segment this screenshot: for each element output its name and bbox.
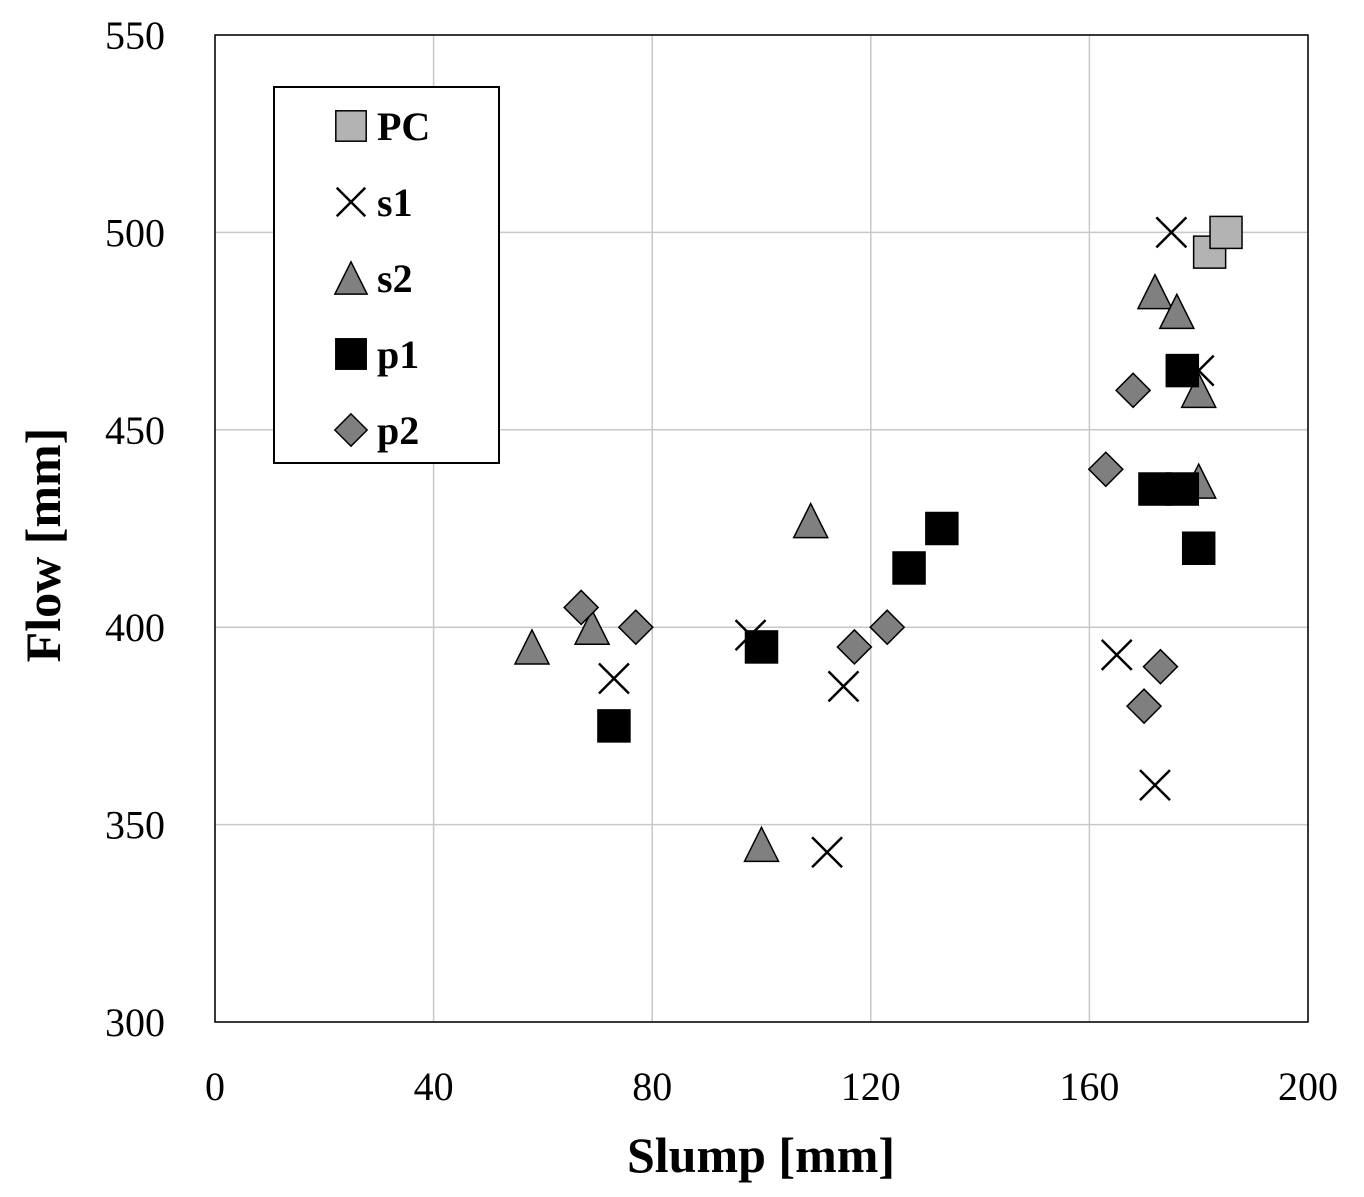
y-tick-label-450: 450 <box>105 408 165 453</box>
point-p1-7 <box>1181 531 1216 565</box>
point-s2-2 <box>743 825 780 863</box>
legend-marker-p2 <box>333 412 369 448</box>
legend-box <box>273 86 500 464</box>
point-s1-3 <box>827 670 860 703</box>
x-tick-label-200: 200 <box>1278 1064 1338 1109</box>
legend-items: PC s1 s2 p1 p2 <box>333 104 430 453</box>
point-s2-0 <box>513 628 551 665</box>
data-points <box>513 215 1243 869</box>
y-tick-label-300: 300 <box>105 1000 165 1045</box>
point-s2-5 <box>1158 292 1196 330</box>
point-PC-1 <box>1209 215 1243 250</box>
x-tick-label-40: 40 <box>414 1064 454 1109</box>
point-s2-6 <box>1180 371 1217 409</box>
point-p1-2 <box>892 551 926 585</box>
point-p1-5 <box>1165 472 1200 506</box>
point-p2-0 <box>563 589 600 626</box>
plot-frame <box>214 34 1309 1023</box>
point-p2-2 <box>836 628 873 666</box>
legend: PC s1 s2 p1 p2 <box>273 86 500 464</box>
legend-label-p1: p1 <box>377 332 419 377</box>
x-tick-label-160: 160 <box>1059 1064 1119 1109</box>
legend-marker-s2 <box>333 260 369 295</box>
legend-marker-PC <box>335 110 367 142</box>
point-p2-1 <box>617 609 654 646</box>
legend-label-p2: p2 <box>377 408 419 453</box>
point-s2-4 <box>1136 272 1174 310</box>
point-p1-6 <box>1165 353 1200 388</box>
x-tick-label-0: 0 <box>205 1064 225 1109</box>
point-s1-5 <box>1139 769 1171 802</box>
point-p1-1 <box>744 630 779 664</box>
legend-label-s2: s2 <box>377 256 413 301</box>
y-tick-labels: 300 350 400 450 500 550 <box>105 13 165 1045</box>
y-axis-title: Flow [mm] <box>15 428 71 663</box>
point-s1-6 <box>1155 216 1188 249</box>
point-p2-3 <box>869 609 906 646</box>
x-tick-labels: 0 40 80 120 160 200 <box>205 1064 1338 1109</box>
x-axis-title: Slump [mm] <box>627 1127 895 1183</box>
y-tick-label-350: 350 <box>105 803 165 848</box>
legend-label-PC: PC <box>377 104 430 149</box>
x-tick-label-80: 80 <box>632 1064 672 1109</box>
point-s1-0 <box>598 662 630 695</box>
point-p2-7 <box>1142 648 1179 685</box>
point-p2-4 <box>1087 451 1124 488</box>
point-p2-6 <box>1125 688 1163 725</box>
legend-label-s1: s1 <box>377 180 413 225</box>
point-s2-1 <box>573 608 611 645</box>
point-s2-3 <box>792 501 829 539</box>
point-p1-0 <box>597 709 631 743</box>
legend-marker-p1 <box>335 338 367 370</box>
point-p1-3 <box>925 511 959 546</box>
y-tick-label-500: 500 <box>105 210 165 255</box>
point-s1-4 <box>1100 638 1133 671</box>
y-tick-label-400: 400 <box>105 605 165 650</box>
x-tick-label-120: 120 <box>841 1064 901 1109</box>
y-tick-label-550: 550 <box>105 13 165 58</box>
point-s1-2 <box>811 836 843 869</box>
legend-marker-s1 <box>335 186 367 218</box>
point-p2-5 <box>1115 372 1152 409</box>
